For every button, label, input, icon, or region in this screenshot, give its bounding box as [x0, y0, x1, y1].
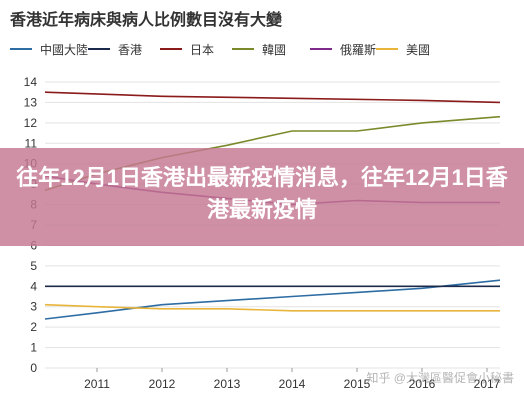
y-tick-label: 2: [30, 320, 37, 334]
legend-label: 中國大陸: [40, 42, 89, 57]
legend-label: 日本: [190, 42, 215, 57]
legend-item: 美國: [376, 40, 430, 58]
y-tick-label: 1: [30, 341, 37, 355]
legend-swatch: [10, 48, 32, 50]
legend-swatch: [310, 48, 332, 50]
overlay-banner: 往年12月1日香港出最新疫情消息，往年12月1日香港最新疫情: [0, 148, 524, 246]
series-line-0: [44, 279, 501, 320]
x-tick-label: 2011: [84, 377, 110, 391]
x-tick-label: 2014: [279, 377, 306, 391]
watermark: 知乎 @大灣區醫促會小秘書: [366, 371, 514, 385]
legend-swatch: [160, 48, 182, 50]
y-tick-label: 0: [30, 361, 37, 375]
legend-label: 俄羅斯: [340, 42, 377, 57]
series-line-5: [44, 303, 500, 312]
x-tick-label: 2015: [344, 377, 371, 391]
x-tick-label: 2016: [409, 377, 436, 391]
y-tick-label: 13: [24, 95, 38, 109]
legend-label: 韓國: [262, 42, 287, 57]
legend-label: 香港: [118, 42, 143, 57]
legend-swatch: [376, 48, 398, 50]
legend-item: 俄羅斯: [310, 40, 376, 58]
chart-title: 香港近年病床與病人比例數目沒有大變: [10, 12, 283, 29]
x-tick-label: 2017: [474, 377, 501, 391]
y-tick-label: 3: [30, 300, 37, 314]
y-tick-label: 5: [30, 259, 37, 273]
chart-legend: 中國大陸 香港 日本 韓國 俄羅斯 美國: [10, 40, 514, 58]
legend-label: 美國: [406, 42, 431, 57]
legend-item: 韓國: [232, 40, 286, 58]
legend-swatch: [232, 48, 254, 50]
series-line-2: [44, 91, 501, 104]
y-tick-label: 12: [24, 116, 38, 130]
legend-item: 中國大陸: [10, 40, 88, 58]
legend-item: 香港: [88, 40, 142, 58]
y-tick-label: 11: [25, 136, 38, 150]
x-tick-label: 2013: [214, 377, 241, 391]
legend-item: 日本: [160, 40, 214, 58]
y-tick-label: 14: [24, 75, 38, 89]
x-tick-label: 2012: [149, 377, 176, 391]
legend-swatch: [88, 48, 110, 50]
y-tick-label: 4: [30, 279, 37, 293]
